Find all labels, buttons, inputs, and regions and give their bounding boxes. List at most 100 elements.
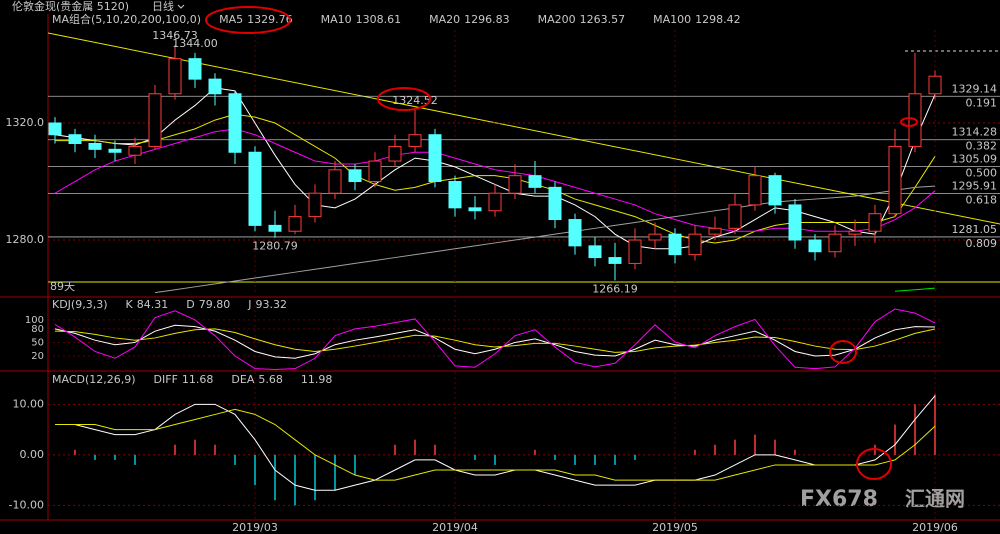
candle-body — [568, 219, 582, 247]
x-tick-label: 2019/04 — [432, 521, 478, 534]
legend-value: 11.98 — [301, 373, 333, 386]
candle-body — [148, 93, 162, 147]
candle-body — [648, 233, 662, 241]
legend-value: 1263.57 — [580, 13, 626, 26]
candle-body — [248, 151, 262, 226]
candle-body — [488, 192, 502, 212]
candle-body — [748, 175, 762, 206]
legend-value: 93.32 — [255, 298, 287, 311]
candle-body — [688, 233, 702, 256]
candle-body — [608, 257, 622, 264]
indicator-line — [54, 324, 936, 359]
candle-body — [668, 233, 682, 256]
macd-tick-label: 0.00 — [20, 448, 45, 461]
candle-body — [48, 122, 62, 136]
dropdown-icon[interactable] — [177, 4, 185, 9]
indicator-line — [54, 328, 936, 353]
price-annotation: 1280.79 — [252, 240, 298, 253]
candle-body — [368, 160, 382, 183]
highlight-circle — [829, 340, 857, 364]
price-annotation: 1324.52 — [392, 94, 438, 107]
fib-price: 1305.09 — [952, 153, 998, 166]
candle-body — [548, 186, 562, 221]
candle-body — [588, 245, 602, 259]
highlight-circle — [205, 6, 291, 34]
fib-price: 1329.14 — [952, 82, 998, 95]
legend-title: MA组合(5,10,20,200,100,0) — [52, 12, 201, 26]
fib-price: 1295.91 — [952, 179, 998, 192]
candle-body — [388, 145, 402, 162]
y-tick-label: 1320.0 — [6, 116, 45, 129]
indicator-line — [154, 185, 936, 294]
fib-ratio: 0.809 — [966, 237, 998, 250]
candle-body — [408, 134, 422, 147]
kdj-tick-label: 50 — [31, 337, 44, 348]
legend-value: 79.80 — [199, 298, 231, 311]
legend-name: D — [186, 298, 194, 311]
candle-body — [428, 134, 442, 183]
candle-body — [928, 75, 942, 95]
watermark-brand: FX678 — [800, 487, 878, 512]
legend-name: MA20 — [429, 13, 460, 26]
candle-body — [208, 78, 222, 95]
candle-body — [508, 175, 522, 194]
trend-line — [47, 32, 1000, 225]
candle-body — [708, 227, 722, 235]
indicator-line — [894, 287, 936, 292]
candle-body — [768, 175, 782, 206]
fib-ratio: 0.191 — [966, 96, 998, 109]
legend-name: J — [247, 298, 251, 311]
candle-body — [108, 148, 122, 153]
candle-body — [628, 239, 642, 264]
fib-ratio: 0.618 — [966, 193, 998, 206]
candle-body — [128, 145, 142, 156]
legend-value: 1329.76 — [247, 13, 293, 26]
indicator-line — [55, 408, 936, 481]
candle-body — [288, 216, 302, 232]
highlight-circle — [377, 87, 431, 111]
candle-body — [868, 213, 882, 232]
price-annotation: 1266.19 — [592, 282, 638, 295]
fib-ratio: 0.500 — [966, 167, 998, 180]
macd-tick-label: -10.00 — [9, 498, 44, 511]
kdj-tick-label: 20 — [31, 351, 44, 362]
candle-body — [88, 142, 102, 150]
x-tick-label: 2019/05 — [652, 521, 698, 534]
legend-title: MACD(12,26,9) — [52, 373, 136, 386]
candle-body — [728, 204, 742, 229]
instrument: 伦敦金现(贵金属 5120) — [12, 0, 129, 13]
candle-body — [528, 175, 542, 188]
highlight-circle — [900, 117, 918, 127]
price-annotation: 1344.00 — [172, 37, 218, 50]
y-tick-label: 1280.0 — [6, 233, 45, 246]
x-tick-label: 2019/06 — [912, 521, 958, 534]
indicator-line — [54, 308, 936, 371]
legend-name: DEA — [231, 373, 254, 386]
candle-body — [788, 204, 802, 241]
legend-name: MA5 — [219, 13, 243, 26]
legend-name: MA200 — [538, 13, 576, 26]
candle-body — [448, 181, 462, 209]
legend-name: MA10 — [321, 13, 352, 26]
legend-value: 1296.83 — [464, 13, 510, 26]
kdj-tick-label: 80 — [31, 324, 44, 335]
fib-price: 1314.28 — [952, 126, 998, 139]
candle-body — [228, 93, 242, 153]
legend-title: KDJ(9,3,3) — [52, 298, 108, 311]
fib-ratio: 0.382 — [966, 140, 998, 153]
kdj-tick-label: 100 — [25, 315, 44, 326]
macd-tick-label: 10.00 — [13, 397, 45, 410]
legend-value: 84.31 — [137, 298, 169, 311]
indicator-line — [54, 128, 936, 232]
price-annotation: 1346.73 — [152, 29, 198, 42]
candle-body — [68, 134, 82, 144]
candle-body — [188, 58, 202, 80]
legend-name: MA100 — [653, 13, 691, 26]
marks: 1320.0 1280.0 2019/03 2019/04 2019/05 2019/06… — [6, 12, 1000, 534]
candle-body — [328, 169, 342, 194]
period[interactable]: 日线 — [152, 0, 174, 13]
period-label: 89天 — [50, 280, 75, 293]
